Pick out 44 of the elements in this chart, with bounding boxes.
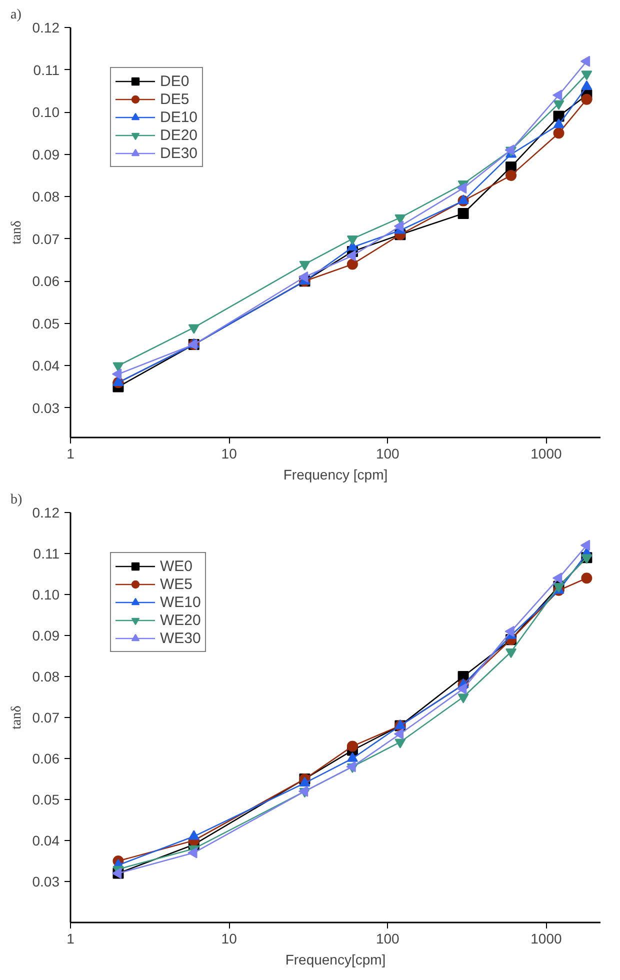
y-tick-label: 0.07 — [32, 710, 60, 726]
x-tick-label: 100 — [376, 446, 400, 462]
y-tick-label: 0.05 — [32, 315, 60, 332]
y-tick-label: 0.04 — [32, 358, 60, 374]
x-axis-title: Frequency [cpm] — [283, 466, 388, 482]
legend-label: DE30 — [160, 144, 198, 162]
y-tick-label: 0.04 — [32, 832, 60, 848]
legend-label: DE20 — [160, 126, 198, 144]
x-tick-label: 10 — [221, 930, 238, 946]
y-tick-label: 0.11 — [33, 546, 60, 562]
legend-label: WE20 — [160, 611, 201, 629]
y-axis-title: tanδ — [9, 220, 24, 244]
x-tick-label: 1000 — [530, 446, 562, 462]
y-tick-label: 0.10 — [32, 104, 60, 120]
x-axis-title: Frequency[cpm] — [285, 952, 386, 968]
chart-title: a) — [10, 8, 22, 22]
legend-label: DE5 — [160, 90, 190, 108]
y-tick-label: 0.03 — [32, 874, 60, 890]
legend-label: DE0 — [160, 72, 190, 90]
y-tick-label: 0.08 — [32, 668, 60, 684]
y-tick-label: 0.09 — [32, 146, 60, 162]
y-tick-label: 0.06 — [32, 750, 60, 766]
y-tick-label: 0.09 — [32, 628, 60, 644]
legend-label: DE10 — [160, 108, 198, 126]
y-tick-label: 0.10 — [32, 586, 60, 602]
x-tick-label: 1 — [66, 446, 75, 462]
x-tick-label: 1 — [66, 930, 75, 946]
y-tick-label: 0.07 — [32, 230, 60, 247]
y-tick-label: 0.03 — [32, 400, 60, 416]
legend-label: WE30 — [160, 629, 201, 647]
x-tick-label: 10 — [221, 446, 238, 462]
y-axis-title: tanδ — [9, 705, 24, 730]
y-tick-label: 0.06 — [32, 273, 60, 290]
y-tick-label: 0.12 — [32, 20, 60, 36]
legend-label: WE0 — [160, 557, 193, 575]
y-tick-label: 0.11 — [33, 62, 60, 78]
y-tick-label: 0.05 — [32, 792, 60, 808]
chart-title: b) — [10, 492, 22, 508]
y-tick-label: 0.12 — [32, 504, 60, 520]
x-tick-label: 1000 — [530, 930, 562, 946]
x-tick-label: 100 — [376, 930, 400, 946]
legend-label: WE5 — [160, 575, 193, 593]
y-tick-label: 0.08 — [32, 188, 60, 205]
legend-label: WE10 — [160, 593, 201, 611]
